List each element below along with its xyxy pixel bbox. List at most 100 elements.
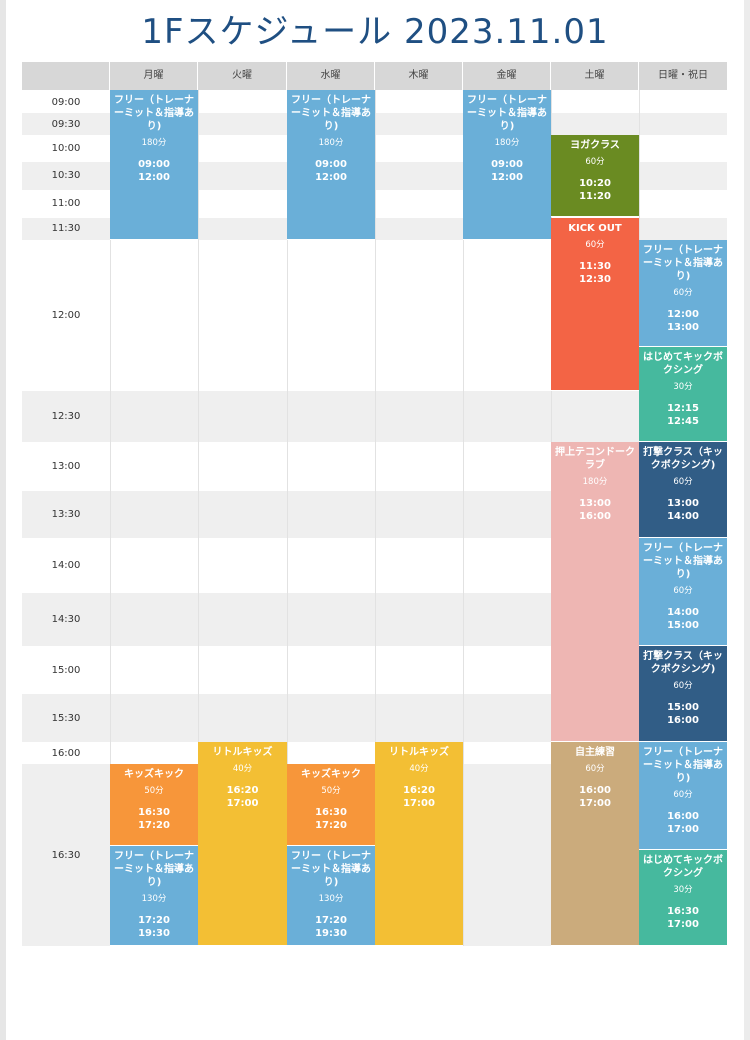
event-start: 17:20 <box>315 915 347 926</box>
event-end: 17:00 <box>667 919 699 930</box>
event-name: 打撃クラス（キックボクシング) <box>643 447 723 471</box>
event-duration: 50分 <box>321 786 341 796</box>
event-block[interactable]: 打撃クラス（キックボクシング) 60分 13:00 14:00 <box>639 442 727 538</box>
event-start: 17:20 <box>138 915 170 926</box>
event-name: ヨガクラス <box>570 140 620 151</box>
event-name: リトルキッズ <box>389 747 449 758</box>
event-duration: 60分 <box>673 288 693 298</box>
event-name: リトルキッズ <box>212 747 273 758</box>
day-header-wed: 水曜 <box>287 62 375 90</box>
event-block[interactable]: キッズキック 50分 16:30 17:20 <box>110 764 198 846</box>
event-block[interactable]: はじめてキックボクシング 30分 12:15 12:45 <box>639 347 727 442</box>
event-end: 11:20 <box>579 191 611 202</box>
event-start: 16:30 <box>315 807 347 818</box>
event-duration: 60分 <box>673 790 693 800</box>
event-name: 打撃クラス（キックボクシング) <box>643 651 723 675</box>
col-separator <box>287 90 288 946</box>
event-name: キッズキック <box>124 769 184 780</box>
col-separator <box>110 90 111 946</box>
event-start: 12:00 <box>667 309 699 320</box>
event-duration: 130分 <box>318 894 344 904</box>
event-start: 16:30 <box>138 807 170 818</box>
event-block[interactable]: フリー（トレーナーミット＆指導あり) 130分 17:20 19:30 <box>110 846 198 946</box>
event-duration: 60分 <box>585 764 605 774</box>
page-edge-left <box>0 0 6 1040</box>
event-name: フリー（トレーナーミット＆指導あり) <box>643 747 723 784</box>
event-block[interactable]: はじめてキックボクシング 30分 16:30 17:00 <box>639 850 727 946</box>
header-corner <box>22 62 110 90</box>
event-block[interactable]: キッズキック 50分 16:30 17:20 <box>287 764 375 846</box>
event-block[interactable]: フリー（トレーナーミット＆指導あり) 180分 09:00 12:00 <box>463 90 551 240</box>
event-start: 15:00 <box>667 702 699 713</box>
event-end: 13:00 <box>667 322 699 333</box>
event-end: 19:30 <box>315 928 347 939</box>
event-name: フリー（トレーナーミット＆指導あり) <box>291 95 371 132</box>
day-header-tue: 火曜 <box>198 62 287 90</box>
event-name: フリー（トレーナーミット＆指導あり) <box>291 851 371 888</box>
event-name: はじめてキックボクシング <box>643 352 723 376</box>
page-title: 1Fスケジュール 2023.11.01 <box>141 12 609 52</box>
time-label: 09:30 <box>51 119 81 130</box>
event-start: 14:00 <box>667 607 699 618</box>
event-start: 16:30 <box>667 906 699 917</box>
event-block[interactable]: フリー（トレーナーミット＆指導あり) 60分 16:00 17:00 <box>639 742 727 850</box>
time-label: 09:00 <box>51 97 81 108</box>
event-start: 16:20 <box>226 785 259 796</box>
event-end: 16:00 <box>667 715 699 726</box>
event-name: フリー（トレーナーミット＆指導あり) <box>467 95 547 132</box>
col-separator <box>198 90 199 946</box>
event-start: 13:00 <box>667 498 699 509</box>
time-label: 11:00 <box>51 198 81 209</box>
time-label: 14:30 <box>51 614 81 625</box>
time-label: 10:30 <box>51 170 81 181</box>
event-block[interactable]: リトルキッズ 40分 16:20 17:00 <box>375 742 463 946</box>
event-end: 12:00 <box>138 172 170 183</box>
time-label: 11:30 <box>51 223 81 234</box>
event-duration: 180分 <box>494 138 520 148</box>
event-end: 17:20 <box>138 820 170 831</box>
event-start: 09:00 <box>315 159 347 170</box>
event-block[interactable]: 押上テコンドークラブ 180分 13:00 16:00 <box>551 442 639 742</box>
event-duration: 40分 <box>409 764 429 774</box>
time-label: 15:30 <box>51 713 81 724</box>
event-start: 16:00 <box>667 811 699 822</box>
event-block[interactable]: フリー（トレーナーミット＆指導あり) 180分 09:00 12:00 <box>110 90 198 240</box>
event-duration: 60分 <box>585 240 605 250</box>
event-block[interactable]: フリー（トレーナーミット＆指導あり) 180分 09:00 12:00 <box>287 90 375 240</box>
event-start: 12:15 <box>667 403 699 414</box>
event-duration: 180分 <box>582 477 608 487</box>
event-block[interactable]: フリー（トレーナーミット＆指導あり) 60分 12:00 13:00 <box>639 240 727 347</box>
event-end: 14:00 <box>667 511 699 522</box>
time-label: 13:00 <box>51 461 81 472</box>
event-block[interactable]: ヨガクラス 60分 10:20 11:20 <box>551 135 639 217</box>
event-name: キッズキック <box>301 769 361 780</box>
event-block[interactable]: フリー（トレーナーミット＆指導あり) 130分 17:20 19:30 <box>287 846 375 946</box>
event-block[interactable]: フリー（トレーナーミット＆指導あり) 60分 14:00 15:00 <box>639 538 727 646</box>
event-start: 16:20 <box>403 785 435 796</box>
event-name: 押上テコンドークラブ <box>555 447 635 471</box>
col-separator <box>463 90 464 946</box>
event-end: 17:00 <box>579 798 611 809</box>
event-block[interactable]: 打撃クラス（キックボクシング) 60分 15:00 16:00 <box>639 646 727 742</box>
event-name: フリー（トレーナーミット＆指導あり) <box>643 543 723 580</box>
page-edge-right <box>744 0 750 1040</box>
event-duration: 60分 <box>585 157 605 167</box>
event-block[interactable]: KICK OUT 60分 11:30 12:30 <box>551 218 639 391</box>
event-block[interactable]: リトルキッズ 40分 16:20 17:00 <box>198 742 287 946</box>
event-block[interactable]: 自主練習 60分 16:00 17:00 <box>551 742 639 946</box>
event-duration: 180分 <box>141 138 167 148</box>
event-end: 17:20 <box>315 820 347 831</box>
event-end: 12:45 <box>667 416 699 427</box>
time-label: 13:30 <box>51 509 81 520</box>
event-name: はじめてキックボクシング <box>643 855 723 879</box>
event-end: 16:00 <box>579 511 611 522</box>
event-end: 17:00 <box>403 798 435 809</box>
event-end: 12:00 <box>315 172 347 183</box>
time-label: 12:30 <box>51 411 81 422</box>
event-start: 09:00 <box>491 159 523 170</box>
event-duration: 180分 <box>318 138 344 148</box>
day-header-sat: 土曜 <box>551 62 639 90</box>
event-duration: 40分 <box>232 764 253 774</box>
event-name: KICK OUT <box>568 223 622 234</box>
event-start: 13:00 <box>579 498 611 509</box>
